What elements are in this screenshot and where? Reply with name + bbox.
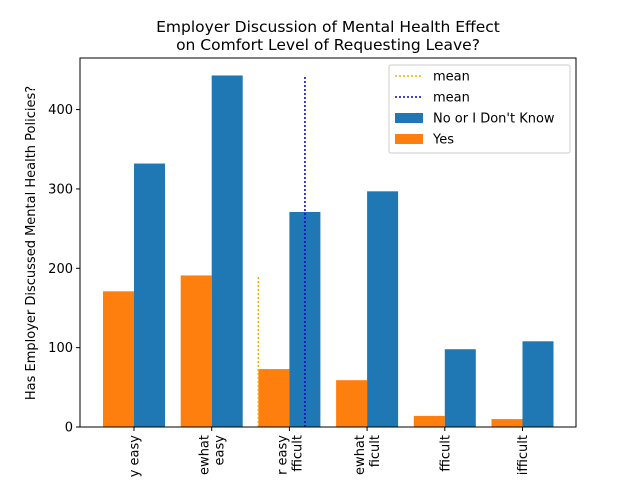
legend-swatch bbox=[395, 113, 423, 123]
x-tick-label-line: r easy bbox=[275, 435, 290, 475]
y-axis-label: Has Employer Discussed Mental Health Pol… bbox=[24, 86, 39, 400]
chart-title-line-1: Employer Discussion of Mental Health Eff… bbox=[156, 18, 500, 36]
legend-frame bbox=[388, 64, 571, 154]
y-tick-label: 100 bbox=[48, 341, 73, 356]
x-tick-label: ewhat ficult bbox=[353, 435, 383, 475]
legend-swatch bbox=[395, 134, 423, 144]
bar-no-or-dont-know bbox=[522, 341, 554, 427]
x-tick-label-line: ewhat bbox=[198, 435, 213, 475]
x-tick-label: r easy fficult bbox=[275, 435, 305, 475]
bar-no-or-dont-know bbox=[444, 349, 476, 427]
chart-title-line-2: on Comfort Level of Requesting Leave? bbox=[176, 36, 480, 54]
y-tick-label: 200 bbox=[48, 262, 73, 277]
bar-yes bbox=[491, 419, 523, 427]
axes-frame bbox=[79, 57, 577, 428]
bar-yes bbox=[180, 275, 212, 427]
x-tick-label-line: ficult bbox=[368, 435, 383, 467]
x-tick-label-line: ewhat bbox=[353, 435, 368, 475]
bar-yes bbox=[258, 369, 290, 427]
legend: mean mean No or I Don't Know Yes bbox=[388, 64, 571, 154]
bar-no-or-dont-know bbox=[289, 211, 321, 427]
bar-no-or-dont-know bbox=[134, 163, 165, 427]
legend-label: mean bbox=[433, 70, 470, 85]
y-tick-label: 300 bbox=[48, 182, 73, 197]
bar-no-or-dont-know bbox=[367, 191, 399, 427]
x-tick-label: y easy bbox=[128, 435, 143, 478]
bar-yes bbox=[336, 380, 368, 427]
x-tick-label: ifficult bbox=[516, 435, 531, 475]
x-tick-label: ewhat easy bbox=[198, 435, 228, 475]
chart-title: Employer Discussion of Mental Health Eff… bbox=[156, 18, 500, 54]
x-tick-label-line: fficult bbox=[290, 435, 305, 472]
x-tick-label-line: y easy bbox=[128, 435, 143, 478]
x-tick-label: fficult bbox=[438, 435, 453, 472]
legend-label: No or I Don't Know bbox=[433, 112, 555, 127]
legend-label: Yes bbox=[432, 133, 454, 148]
bar-no-or-dont-know bbox=[211, 75, 243, 427]
bar-yes bbox=[103, 291, 134, 427]
x-tick-label-line: easy bbox=[213, 435, 228, 466]
y-tick-label: 400 bbox=[48, 103, 73, 118]
bar-yes bbox=[413, 415, 445, 427]
y-tick-label: 0 bbox=[65, 421, 73, 436]
x-tick-label-line: ifficult bbox=[516, 435, 531, 475]
legend-label: mean bbox=[433, 91, 470, 106]
x-tick-label-line: fficult bbox=[438, 435, 453, 472]
